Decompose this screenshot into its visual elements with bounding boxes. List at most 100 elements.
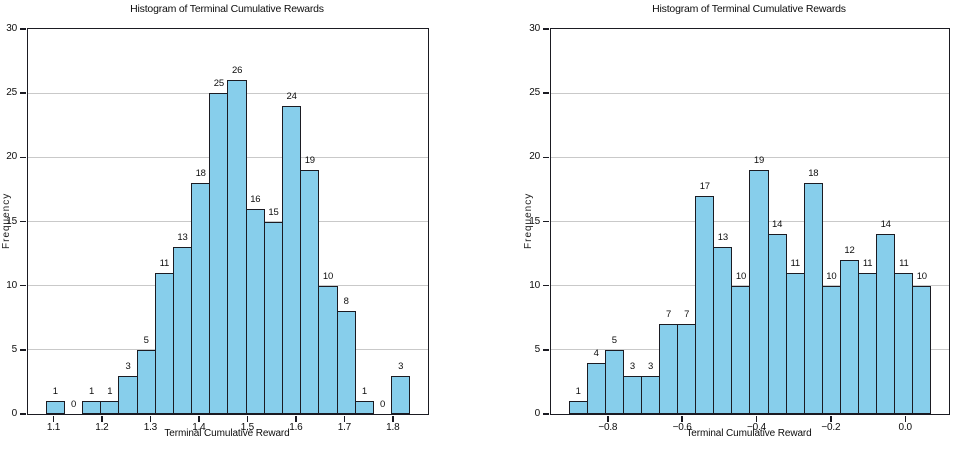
bar-value-label: 13 — [177, 232, 188, 244]
y-tick-mark — [20, 92, 27, 94]
x-tick-mark — [295, 415, 297, 422]
y-tick-mark — [543, 220, 550, 223]
y-tick-label: 20 — [6, 151, 17, 163]
histogram-bar — [100, 401, 120, 414]
x-tick-label: 1.2 — [95, 422, 109, 433]
histogram-bar — [45, 401, 65, 414]
x-tick-label: 1.6 — [289, 422, 303, 433]
histogram-bar — [731, 285, 751, 414]
x-axis-label: Terminal Cumulative Reward — [686, 428, 812, 439]
histogram-bar — [282, 106, 302, 414]
histogram-bar — [391, 375, 411, 414]
histogram-bar — [300, 170, 320, 414]
plot-area: 0 5 10 15 20 25 30 −0.8 −0.6 −0.4 −0.2 0.0 1 4 5 3 3 7 7 17… — [529, 23, 950, 433]
bar-value-label: 1 — [52, 386, 58, 398]
histogram-bar — [912, 285, 932, 414]
bar-value-label: 0 — [379, 399, 386, 410]
histogram-bar — [659, 324, 679, 414]
x-tick-label: 1.5 — [240, 422, 255, 433]
x-tick-mark — [149, 415, 152, 422]
histogram-bar — [354, 401, 374, 414]
histogram-bar — [154, 272, 174, 414]
bar-value-label: 15 — [268, 206, 279, 218]
y-tick-mark — [20, 413, 27, 415]
bar-value-label: 11 — [899, 257, 909, 269]
histogram-bar — [857, 272, 878, 414]
x-tick-mark — [607, 415, 609, 422]
grid-line — [551, 92, 949, 94]
bar-value-label: 1 — [89, 386, 95, 398]
y-tick-label: 25 — [6, 87, 17, 99]
x-axis-label: Terminal Cumulative Reward — [164, 428, 290, 439]
x-tick-label: 1.8 — [386, 422, 400, 433]
x-tick-mark — [392, 415, 394, 422]
histogram-bar — [245, 208, 265, 414]
y-tick-label: 30 — [6, 23, 17, 34]
histogram-bar — [695, 195, 715, 414]
histogram-bar — [894, 272, 914, 414]
bar-value-label: 18 — [808, 168, 819, 179]
bar-value-label: 3 — [125, 360, 131, 372]
y-tick-mark — [543, 92, 550, 94]
histogram-bar — [839, 260, 860, 414]
x-tick-label: 1.4 — [192, 422, 206, 433]
bar-value-label: 14 — [880, 219, 891, 231]
x-tick-mark — [246, 415, 249, 422]
x-tick-mark — [52, 415, 55, 422]
histogram-bar — [336, 311, 356, 414]
x-tick-mark — [343, 415, 346, 422]
y-tick-mark — [543, 156, 550, 159]
bar-value-label: 18 — [195, 168, 206, 179]
bar-value-label: 7 — [666, 309, 672, 321]
bar-value-label: 14 — [772, 219, 783, 231]
y-tick-mark — [20, 28, 27, 30]
y-tick-mark — [543, 28, 550, 30]
bar-value-label: 13 — [717, 232, 728, 244]
plot-area: 0 5 10 15 20 25 30 1.1 1.2 1.3 1.4 1.5 1.6 1.7 1.8 1 0 1 1… — [6, 23, 429, 433]
y-tick-label: 10 — [6, 279, 17, 291]
grid-line — [551, 156, 949, 158]
histogram-bar — [263, 221, 284, 414]
bar-value-label: 11 — [790, 257, 800, 269]
histogram-bar — [209, 93, 229, 414]
histogram-bar — [749, 170, 769, 414]
bar-value-label: 19 — [753, 155, 765, 167]
bar-value-label: 7 — [684, 309, 690, 321]
y-tick-mark — [20, 220, 27, 223]
x-tick-label: 0.0 — [898, 422, 913, 433]
bar-value-label: 5 — [143, 334, 149, 346]
bar-value-label: 0 — [70, 399, 77, 410]
x-tick-label: −0.8 — [598, 422, 618, 433]
bar-value-label: 8 — [343, 296, 349, 308]
y-tick-label: 5 — [11, 343, 18, 355]
y-tick-mark — [20, 349, 27, 351]
bar-value-label: 11 — [862, 257, 873, 269]
histogram-chart-right: Histogram of Terminal Cumulative Rewards… — [477, 0, 954, 453]
y-tick-label: 0 — [534, 408, 541, 419]
y-tick-mark — [20, 156, 27, 159]
y-tick-label: 5 — [534, 343, 541, 355]
bar-value-label: 3 — [398, 360, 404, 372]
y-tick-label: 15 — [529, 215, 540, 227]
histogram-bar — [622, 375, 643, 414]
bar-value-label: 3 — [647, 360, 654, 372]
histogram-bar — [604, 349, 624, 414]
x-tick-label: −0.2 — [821, 422, 841, 433]
bar-value-label: 12 — [844, 245, 855, 256]
histogram-bar — [172, 247, 193, 414]
bar-value-label: 5 — [611, 334, 617, 346]
y-tick-label: 0 — [11, 408, 18, 419]
bar-value-label: 4 — [593, 347, 599, 359]
x-tick-mark — [198, 415, 200, 422]
bar-value-label: 25 — [213, 78, 224, 90]
histogram-bar — [568, 401, 588, 414]
y-tick-mark — [543, 413, 550, 415]
bar-value-label: 10 — [735, 270, 747, 282]
bar-value-label: 1 — [361, 386, 367, 398]
bar-value-label: 24 — [286, 91, 297, 102]
x-tick-label: 1.3 — [143, 422, 158, 433]
chart-title: Histogram of Terminal Cumulative Rewards — [652, 3, 846, 15]
bar-value-label: 17 — [699, 180, 710, 192]
x-tick-label: 1.1 — [46, 422, 61, 433]
